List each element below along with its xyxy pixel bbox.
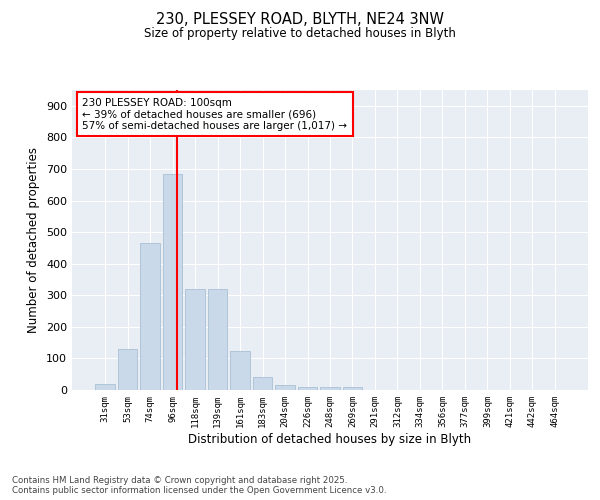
Text: Contains HM Land Registry data © Crown copyright and database right 2025.
Contai: Contains HM Land Registry data © Crown c…	[12, 476, 386, 495]
Bar	[253, 378, 272, 390]
Bar	[185, 289, 205, 390]
Bar	[118, 349, 137, 390]
Bar	[163, 174, 182, 390]
Bar	[140, 243, 160, 390]
Bar	[275, 386, 295, 390]
Y-axis label: Number of detached properties: Number of detached properties	[28, 147, 40, 333]
Text: 230, PLESSEY ROAD, BLYTH, NE24 3NW: 230, PLESSEY ROAD, BLYTH, NE24 3NW	[156, 12, 444, 28]
Bar	[343, 387, 362, 390]
X-axis label: Distribution of detached houses by size in Blyth: Distribution of detached houses by size …	[188, 432, 472, 446]
Text: 230 PLESSEY ROAD: 100sqm
← 39% of detached houses are smaller (696)
57% of semi-: 230 PLESSEY ROAD: 100sqm ← 39% of detach…	[82, 98, 347, 130]
Text: Size of property relative to detached houses in Blyth: Size of property relative to detached ho…	[144, 28, 456, 40]
Bar	[298, 387, 317, 390]
Bar	[320, 387, 340, 390]
Bar	[208, 289, 227, 390]
Bar	[230, 350, 250, 390]
Bar	[95, 384, 115, 390]
